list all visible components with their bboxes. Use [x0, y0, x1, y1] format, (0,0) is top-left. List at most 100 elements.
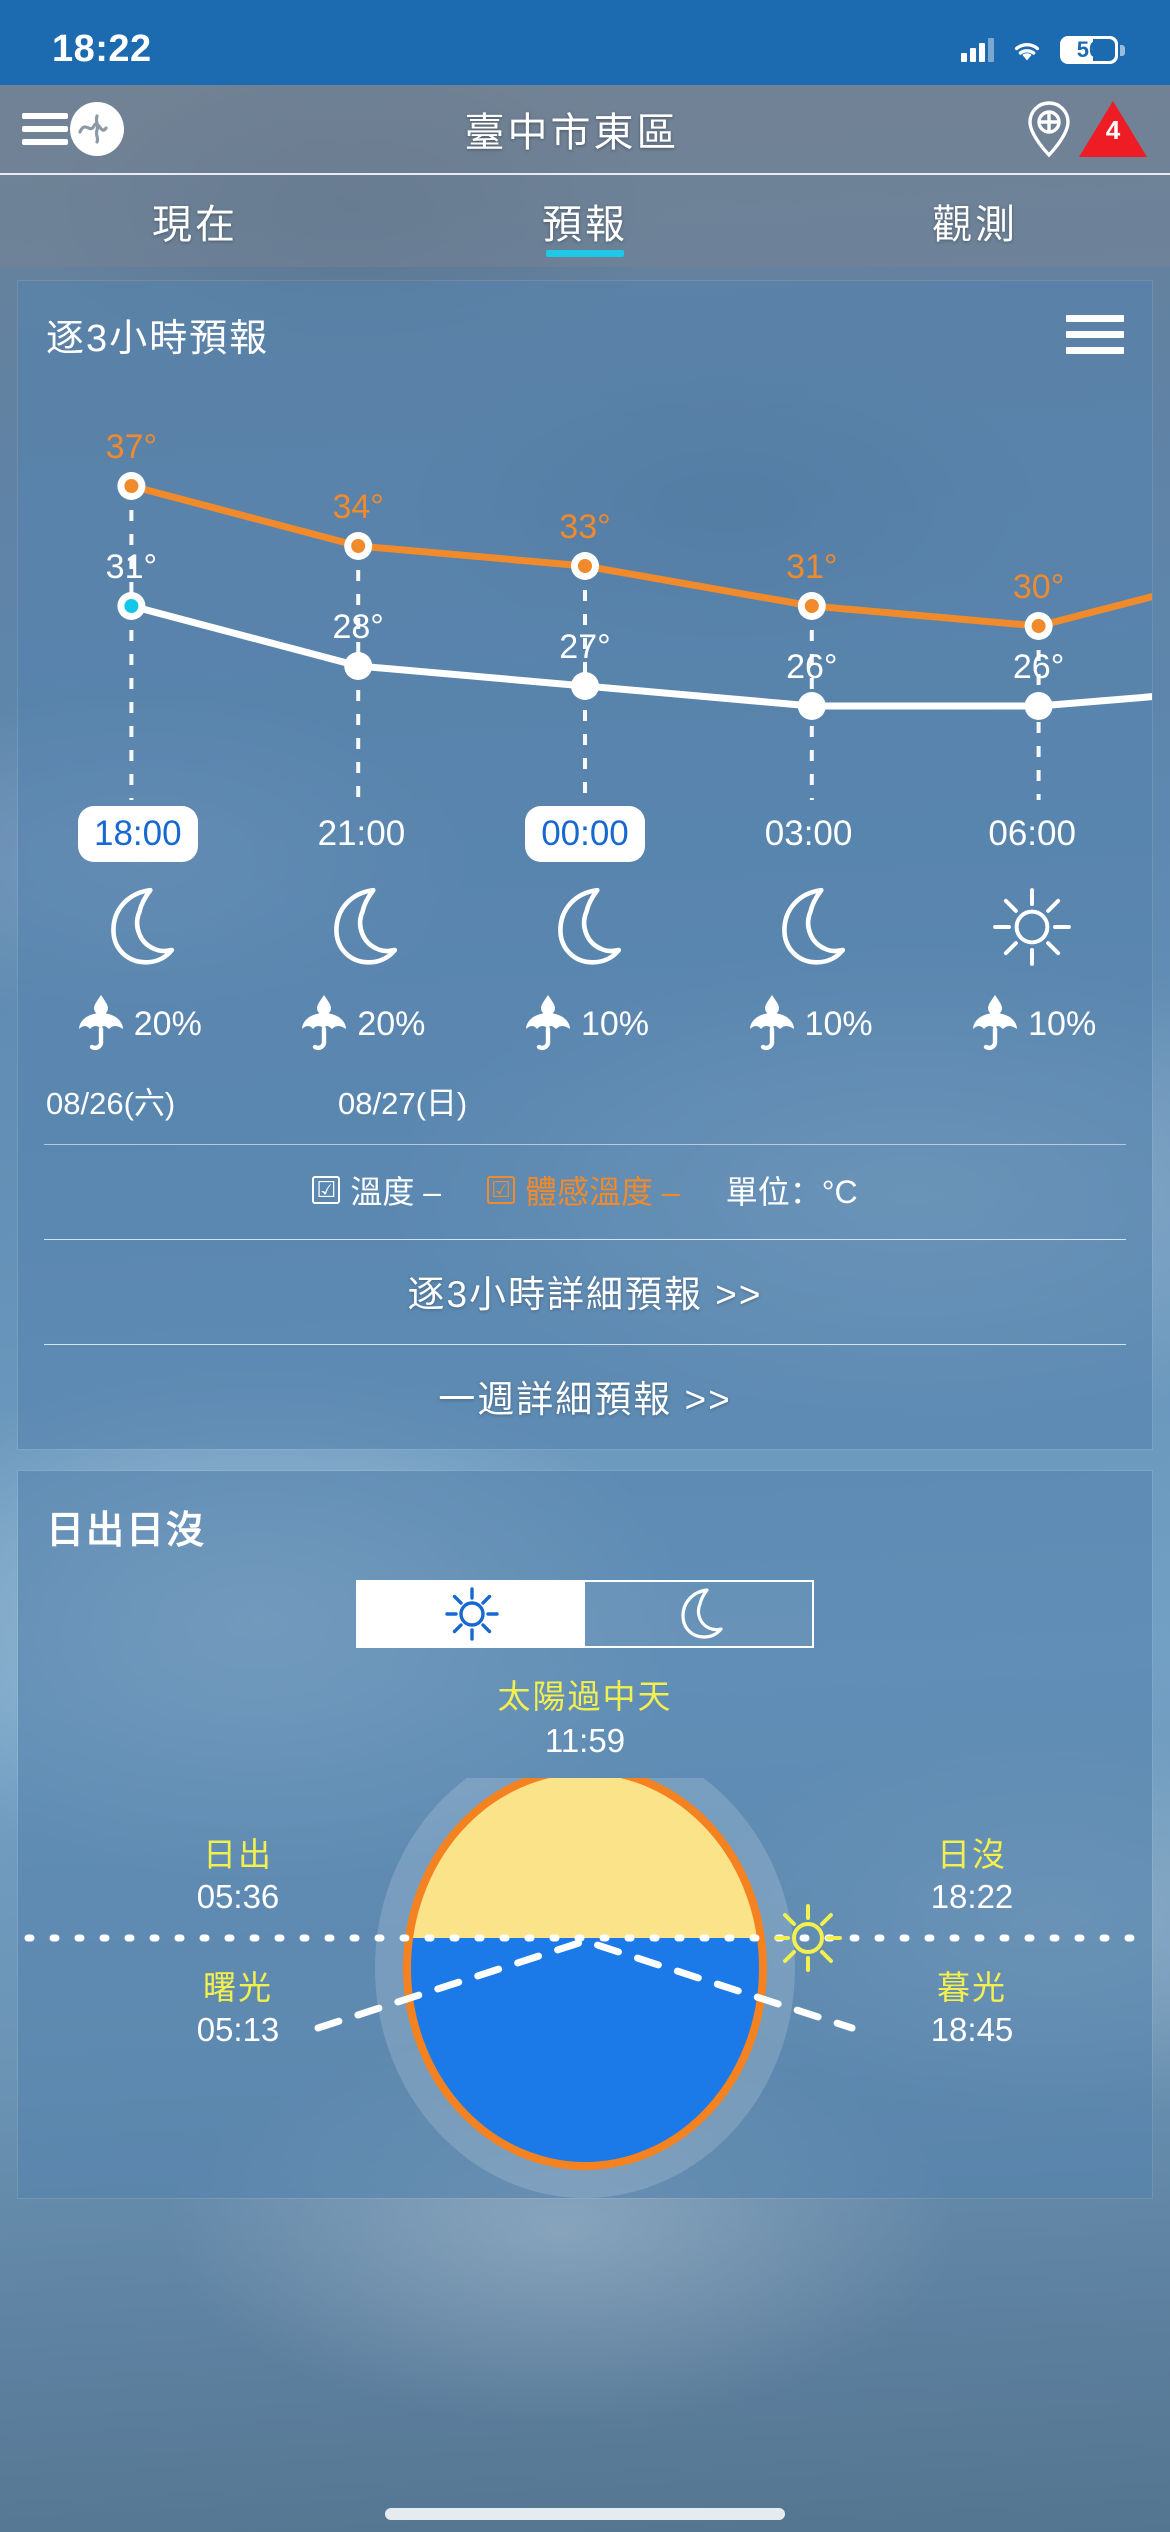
- forecast-card-header: 逐3小時預報: [18, 281, 1152, 362]
- tab-forecast[interactable]: 預報: [390, 175, 780, 267]
- link-hourly-detail[interactable]: 逐3小時詳細預報 >>: [407, 1274, 763, 1315]
- toggle-moon-option[interactable]: [585, 1582, 812, 1646]
- tab-forecast-label: 預報: [542, 203, 628, 247]
- chart-label-apparent-3: 31°: [786, 548, 838, 586]
- forecast-date-1: 08/27(日): [338, 1086, 468, 1121]
- precip-cell-0: 20%: [26, 989, 250, 1060]
- link-weekly-detail[interactable]: 一週詳細預報 >>: [438, 1379, 732, 1420]
- precip-cell-1: 20%: [250, 989, 474, 1060]
- sunrise-sunset-card: 日出日沒 太陽過中天 11:59: [18, 1471, 1152, 2198]
- moon-icon: [697, 884, 921, 975]
- forecast-time-0[interactable]: 18:00: [78, 806, 198, 862]
- chart-label-temp-0: 31°: [105, 548, 158, 586]
- header-divider: [0, 173, 1170, 175]
- cwb-logo-icon: [70, 102, 124, 156]
- status-bar: 18:22 50: [0, 0, 1170, 85]
- forecast-time-3[interactable]: 03:00: [764, 814, 853, 853]
- forecast-card-menu-icon[interactable]: [1066, 315, 1124, 354]
- precip-probability-0: 20%: [133, 1005, 202, 1043]
- forecast-time-4[interactable]: 06:00: [988, 814, 1076, 853]
- chart-svg: [117, 472, 1152, 800]
- precip-probability-3: 10%: [804, 1005, 873, 1043]
- cellular-signal-icon: [961, 37, 994, 62]
- wifi-icon: [1014, 42, 1040, 60]
- tab-observation[interactable]: 觀測: [780, 175, 1170, 267]
- sunset-block: 日沒 18:22: [862, 1828, 1082, 1916]
- sunrise-sunset-title: 日出日沒: [46, 1510, 207, 1552]
- legend-apparent-temperature-label: 體感溫度 –: [525, 1174, 680, 1210]
- status-bar-clock: 18:22: [52, 28, 152, 70]
- home-indicator[interactable]: [385, 2508, 785, 2520]
- sun-marker-icon: [774, 1904, 842, 1972]
- solar-noon-label: 太陽過中天: [497, 1678, 673, 1715]
- forecast-time-row: 18:00 21:00 00:00 03:00 06:00: [18, 806, 1152, 862]
- chart-legend: ☑ 溫度 – ☑ 體感溫度 – 單位：°C: [18, 1145, 1152, 1239]
- tab-observation-label: 觀測: [932, 203, 1018, 247]
- forecast-card-title: 逐3小時預報: [46, 318, 270, 360]
- umbrella-rain-icon: [297, 989, 351, 1060]
- chart-label-apparent-2: 33°: [559, 508, 611, 546]
- battery-level-text: 50: [1076, 36, 1102, 62]
- chart-label-apparent-1: 34°: [332, 488, 384, 526]
- chart-label-apparent-0: 37°: [105, 428, 158, 466]
- forecast-date-0: 08/26(六): [46, 1086, 176, 1121]
- precip-probability-2: 10%: [580, 1005, 650, 1043]
- sun-path-svg: [24, 1778, 1146, 2198]
- moon-icon: [250, 884, 474, 975]
- toggle-sun-option[interactable]: [358, 1582, 585, 1646]
- location-pin-add-icon[interactable]: [1020, 100, 1078, 158]
- sun-path-diagram: 日出 05:36 日沒 18:22 曙光 05:13 暮光 18:45: [18, 1778, 1152, 2198]
- legend-divider: [44, 1144, 1126, 1145]
- sun-icon: [444, 1587, 499, 1641]
- tab-now[interactable]: 現在: [0, 175, 390, 267]
- forecast-time-1[interactable]: 21:00: [317, 814, 406, 853]
- umbrella-rain-icon: [74, 989, 128, 1060]
- dusk-value: 18:45: [930, 2011, 1014, 2048]
- legend-temperature[interactable]: ☑ 溫度 –: [312, 1167, 441, 1213]
- dusk-label: 暮光: [937, 1969, 1007, 2006]
- alert-button[interactable]: 4: [1078, 99, 1148, 159]
- sunrise-label: 日出: [203, 1836, 273, 1873]
- tab-bar: 現在 預報 觀測: [0, 175, 1170, 267]
- precip-cell-3: 10%: [697, 989, 921, 1060]
- chart-label-temp-3: 26°: [786, 648, 838, 686]
- dawn-value: 05:13: [196, 2011, 280, 2048]
- umbrella-rain-icon: [521, 989, 575, 1060]
- sun-icon: [920, 884, 1144, 975]
- umbrella-rain-icon: [745, 989, 799, 1060]
- forecast-time-2[interactable]: 00:00: [525, 806, 645, 862]
- precip-cell-4: 10%: [920, 989, 1144, 1060]
- dawn-block: 曙光 05:13: [128, 1961, 348, 2049]
- legend-unit-label: 單位：°C: [725, 1174, 858, 1210]
- precip-probability-4: 10%: [1028, 1005, 1097, 1043]
- umbrella-rain-icon: [968, 989, 1022, 1060]
- legend-temperature-label: 溫度 –: [350, 1174, 442, 1210]
- hamburger-menu-icon[interactable]: [22, 113, 68, 145]
- link-divider-2: [44, 1344, 1126, 1345]
- moon-icon: [26, 884, 250, 975]
- solar-noon: 太陽過中天 11:59: [18, 1670, 1152, 1760]
- temperature-line-chart[interactable]: 37° 34° 33° 31° 30° 31° 28° 27° 26° 26°: [18, 376, 1152, 806]
- temperature-checkbox[interactable]: ☑: [312, 1176, 341, 1204]
- chart-label-temp-1: 28°: [332, 608, 384, 646]
- forecast-date-row: 08/26(六) 08/27(日): [18, 1078, 1152, 1134]
- sunrise-block: 日出 05:36: [128, 1828, 348, 1916]
- legend-apparent-temperature[interactable]: ☑ 體感溫度 –: [487, 1167, 680, 1213]
- warning-triangle-icon: [1079, 101, 1147, 157]
- moon-icon: [680, 1588, 723, 1639]
- apparent-temperature-checkbox[interactable]: ☑: [487, 1176, 516, 1204]
- link-divider-1: [44, 1239, 1126, 1240]
- chart-label-apparent-4: 30°: [1012, 568, 1065, 606]
- app-header: 臺中市東區 4: [0, 85, 1170, 173]
- solar-noon-value: 11:59: [544, 1722, 626, 1759]
- chart-label-temp-2: 27°: [559, 628, 611, 666]
- dawn-label: 曙光: [203, 1969, 273, 2006]
- sunset-label: 日沒: [937, 1836, 1007, 1873]
- sunrise-value: 05:36: [196, 1878, 280, 1915]
- menu-button[interactable]: [22, 102, 124, 156]
- forecast-weather-icon-row: [18, 884, 1152, 975]
- battery-icon: 50: [1060, 35, 1125, 64]
- tab-now-label: 現在: [152, 203, 238, 247]
- moon-icon: [473, 884, 697, 975]
- sun-moon-toggle[interactable]: [356, 1580, 814, 1648]
